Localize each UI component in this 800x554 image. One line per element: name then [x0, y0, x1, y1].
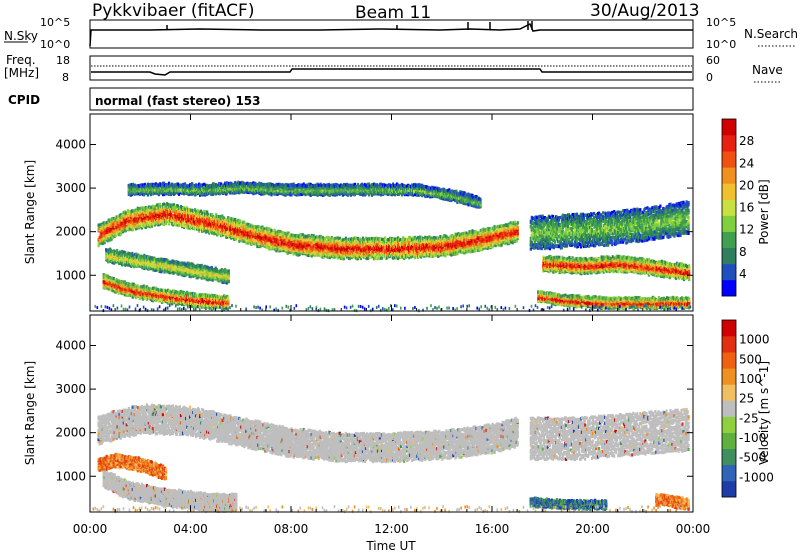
- date-title: 30/Aug/2013: [590, 1, 700, 21]
- echo-band: [98, 202, 519, 261]
- nave-tick-top: 60: [706, 54, 720, 67]
- nsearch-label: N.Search: [744, 27, 798, 41]
- freq-line: [91, 69, 692, 75]
- echo-cell: [172, 210, 174, 213]
- station-title: Pykkvibaer (fitACF): [92, 1, 254, 21]
- freq-tick-top: 18: [56, 54, 70, 67]
- echo-cell: [178, 224, 180, 227]
- echo-cell: [163, 203, 165, 206]
- freq-strip: Freq. [MHz] 18 8 60 0 Nave: [4, 53, 783, 84]
- power-echoes: [95, 181, 692, 313]
- nsky-tick-bottom: 10^0: [40, 38, 70, 51]
- freq-label-2: [MHz]: [4, 66, 39, 80]
- nsky-line: [90, 24, 693, 46]
- cpid-label: CPID: [8, 93, 40, 107]
- nsky-label: N.Sky: [4, 29, 38, 43]
- nsearch-tick-bottom: 10^0: [706, 38, 736, 51]
- echo-cell: [177, 204, 179, 207]
- nsearch-tick-top: 10^5: [706, 16, 736, 29]
- echo-cell: [171, 203, 173, 206]
- echo-cell: [121, 218, 123, 221]
- freq-label-1: Freq.: [6, 53, 36, 67]
- nsky-tick-top: 10^5: [40, 16, 70, 29]
- freq-tick-bottom: 8: [62, 71, 69, 84]
- radar-figure: Pykkvibaer (fitACF) Beam 11 30/Aug/2013 …: [0, 0, 800, 554]
- nave-tick-bottom: 0: [706, 71, 713, 84]
- cpid-text: normal (fast stereo) 153: [95, 94, 261, 108]
- nave-label: Nave: [752, 63, 783, 77]
